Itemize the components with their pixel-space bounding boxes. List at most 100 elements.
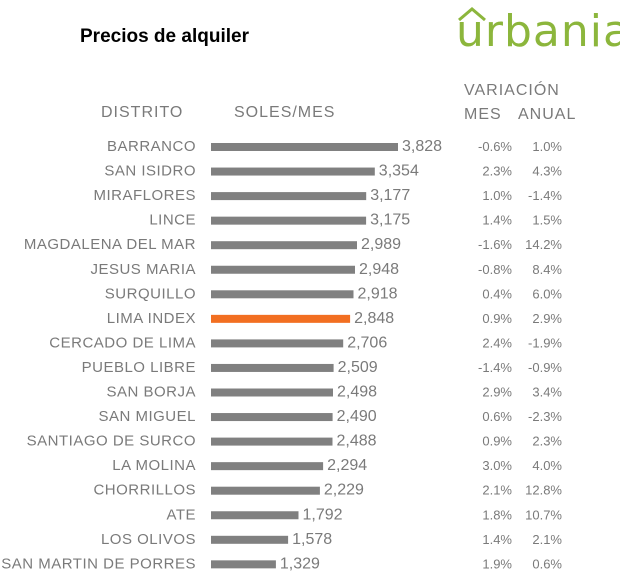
- variation-month-label: -0.8%: [478, 262, 512, 277]
- value-label: 2,918: [358, 285, 398, 302]
- value-label: 3,828: [402, 138, 442, 155]
- category-label: MIRAFLORES: [93, 187, 196, 204]
- value-label: 2,294: [327, 457, 367, 474]
- variation-annual-label: 0.6%: [532, 556, 562, 571]
- value-label: 3,354: [379, 163, 419, 180]
- variation-month-label: 1.9%: [482, 556, 512, 571]
- value-label: 2,509: [338, 359, 378, 376]
- bar: [211, 535, 289, 544]
- variation-annual-label: 6.0%: [532, 286, 562, 301]
- bar: [211, 241, 357, 250]
- annual-header: ANUAL: [518, 106, 577, 123]
- variation-month-label: 2.9%: [482, 385, 512, 400]
- category-label: MAGDALENA DEL MAR: [24, 236, 196, 253]
- variation-annual-label: 14.2%: [525, 237, 562, 252]
- value-label: 2,848: [354, 310, 394, 327]
- bar: [211, 265, 355, 274]
- variation-annual-label: -1.9%: [528, 335, 562, 350]
- category-label: SAN ISIDRO: [104, 163, 196, 180]
- variation-month-label: 1.8%: [482, 507, 512, 522]
- variation-month-label: -1.6%: [478, 237, 512, 252]
- variation-month-label: 1.4%: [482, 213, 512, 228]
- category-label: LIMA INDEX: [107, 310, 196, 327]
- value-label: 3,177: [370, 187, 410, 204]
- variation-annual-label: 10.7%: [525, 507, 562, 522]
- bar: [211, 363, 334, 372]
- variation-annual-label: 8.4%: [532, 262, 562, 277]
- variation-month-label: 0.9%: [482, 311, 512, 326]
- variation-annual-label: 3.4%: [532, 385, 562, 400]
- variation-annual-label: 2.9%: [532, 311, 562, 326]
- value-label: 2,488: [337, 433, 377, 450]
- value-label: 1,329: [280, 555, 320, 572]
- bar: [211, 339, 344, 348]
- variation-annual-label: -1.4%: [528, 188, 562, 203]
- bar: [211, 462, 324, 471]
- bar: [211, 192, 367, 201]
- bar: [211, 388, 333, 397]
- value-label: 1,578: [292, 531, 332, 548]
- variation-annual-label: 12.8%: [525, 483, 562, 498]
- variation-annual-label: 1.5%: [532, 213, 562, 228]
- category-label: LINCE: [149, 212, 196, 229]
- value-label: 2,498: [337, 384, 377, 401]
- urbania-logo: urbania: [456, 6, 620, 58]
- variation-month-label: 2.3%: [482, 164, 512, 179]
- value-label: 1,792: [303, 506, 343, 523]
- month-header: MES: [464, 106, 502, 123]
- category-label: SAN BORJA: [106, 384, 196, 401]
- variation-annual-label: 4.3%: [532, 164, 562, 179]
- category-label: SANTIAGO DE SURCO: [27, 433, 196, 450]
- category-label: LOS OLIVOS: [101, 531, 196, 548]
- variation-annual-label: 1.0%: [532, 139, 562, 154]
- category-label: CHORRILLOS: [93, 482, 196, 499]
- bar: [211, 143, 398, 151]
- logo-text: urbania: [456, 6, 620, 57]
- variation-month-label: 0.6%: [482, 409, 512, 424]
- variation-month-label: 0.9%: [482, 434, 512, 449]
- price-header: SOLES/MES: [234, 104, 336, 121]
- category-label: BARRANCO: [107, 138, 196, 155]
- variation-annual-label: 2.1%: [532, 532, 562, 547]
- bar: [211, 413, 333, 422]
- category-label: SURQUILLO: [105, 285, 196, 302]
- value-label: 2,989: [361, 236, 401, 253]
- bar: [211, 290, 354, 299]
- variation-annual-label: -2.3%: [528, 409, 562, 424]
- category-label: ATE: [166, 506, 196, 523]
- variation-month-label: 2.4%: [482, 335, 512, 350]
- value-label: 2,490: [337, 408, 377, 425]
- house-roof-icon: [458, 7, 486, 21]
- variation-annual-label: 4.0%: [532, 458, 562, 473]
- bar: [211, 167, 375, 176]
- bar: [211, 511, 299, 520]
- variation-annual-label: -0.9%: [528, 360, 562, 375]
- category-label: PUEBLO LIBRE: [82, 359, 196, 376]
- district-header: DISTRITO: [101, 104, 184, 121]
- variation-month-label: -1.4%: [478, 360, 512, 375]
- bar: [211, 437, 333, 446]
- category-label: SAN MARTIN DE PORRES: [1, 555, 196, 572]
- variation-month-label: -0.6%: [478, 139, 512, 154]
- variation-header: VARIACIÓN: [464, 82, 560, 99]
- value-label: 2,229: [324, 482, 364, 499]
- bar: [211, 216, 367, 225]
- variation-month-label: 1.0%: [482, 188, 512, 203]
- variation-month-label: 1.4%: [482, 532, 512, 547]
- variation-annual-label: 2.3%: [532, 434, 562, 449]
- category-label: SAN MIGUEL: [98, 408, 196, 425]
- value-label: 2,948: [359, 261, 399, 278]
- value-label: 2,706: [347, 334, 387, 351]
- bar: [211, 486, 320, 495]
- variation-month-label: 2.1%: [482, 483, 512, 498]
- bar: [211, 560, 276, 569]
- bar: [211, 314, 351, 323]
- variation-month-label: 0.4%: [482, 286, 512, 301]
- category-label: JESUS MARIA: [90, 261, 196, 278]
- chart-title: Precios de alquiler: [80, 26, 249, 47]
- category-label: LA MOLINA: [112, 457, 196, 474]
- category-label: CERCADO DE LIMA: [49, 334, 196, 351]
- variation-month-label: 3.0%: [482, 458, 512, 473]
- value-label: 3,175: [370, 212, 410, 229]
